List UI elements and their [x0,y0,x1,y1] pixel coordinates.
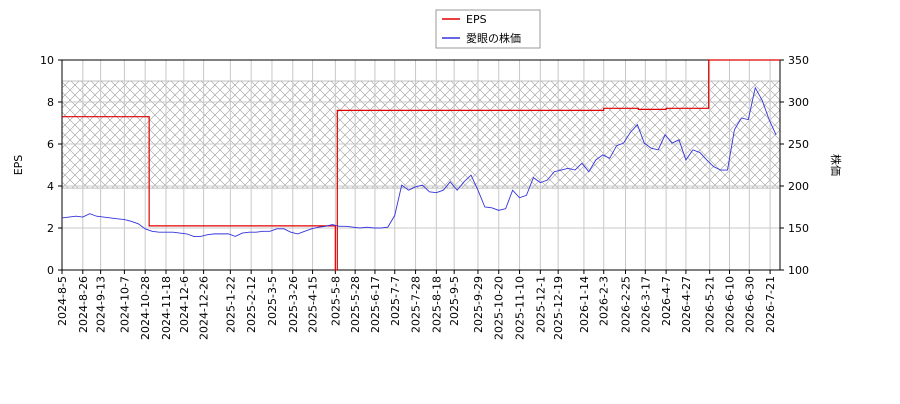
x-tick-label: 2025-6-17 [369,276,382,333]
x-tick-label: 2024-11-18 [160,276,173,340]
x-tick-label: 2026-4-7 [660,276,673,326]
x-tick-label: 2024-8-5 [56,276,69,326]
y2-tick-label: 350 [788,54,809,67]
x-tick-label: 2026-1-14 [578,276,591,333]
y2-tick-label: 300 [788,96,809,109]
x-tick-label: 2024-10-28 [139,276,152,340]
x-tick-label: 2025-7-7 [389,276,402,326]
y2-tick-label: 100 [788,264,809,277]
y-axis-label: EPS [12,155,25,176]
x-tick-label: 2025-10-20 [493,276,506,340]
series-line [62,59,780,271]
x-tick-label: 2025-11-10 [514,276,527,340]
y2-tick-label: 200 [788,180,809,193]
y-tick-label: 0 [47,264,54,277]
legend-label: EPS [466,13,487,26]
x-tick-label: 2025-9-29 [472,276,485,333]
legend-label: 愛眼の株価 [466,31,521,45]
x-tick-label: 2026-7-21 [764,276,777,333]
x-tick-label: 2026-5-21 [704,276,717,333]
x-tick-label: 2026-6-30 [743,276,756,333]
x-tick-label: 2024-12-6 [178,276,191,333]
x-tick-label: 2025-2-12 [245,276,258,333]
x-tick-label: 2025-8-18 [430,276,443,333]
y-tick-label: 10 [40,54,54,67]
x-tick-label: 2025-12-1 [534,276,547,333]
x-tick-label: 2025-9-5 [448,276,461,326]
x-tick-label: 2024-8-26 [77,276,90,333]
y2-axis-label: 株価 [829,154,843,176]
x-tick-label: 2025-3-26 [287,276,300,333]
plot-frame [61,59,781,271]
x-tick-label: 2025-4-15 [307,276,320,333]
x-tick-label: 2025-7-28 [410,276,423,333]
y-tick-label: 2 [47,222,54,235]
x-tick-label: 2026-3-17 [639,276,652,333]
x-tick-label: 2024-10-7 [118,276,131,333]
x-tick-label: 2025-5-28 [349,276,362,333]
x-tick-label: 2025-3-5 [266,276,279,326]
series-line [61,86,777,237]
y-tick-label: 4 [47,180,54,193]
legend-box [435,9,541,49]
x-tick-label: 2026-4-27 [680,276,693,333]
x-tick-label: 2026-2-25 [620,276,633,333]
y-tick-label: 8 [47,96,54,109]
x-tick-label: 2025-5-8 [329,276,342,326]
x-tick-label: 2024-9-13 [95,276,108,333]
y2-tick-label: 150 [788,222,809,235]
y-tick-label: 6 [47,138,54,151]
x-tick-label: 2025-12-19 [552,276,565,340]
x-tick-label: 2026-2-3 [598,276,611,326]
x-tick-label: 2024-12-26 [198,276,211,340]
x-tick-label: 2026-6-10 [723,276,736,333]
y2-tick-label: 250 [788,138,809,151]
x-tick-label: 2025-1-22 [224,276,237,333]
shaded-band [61,80,781,189]
